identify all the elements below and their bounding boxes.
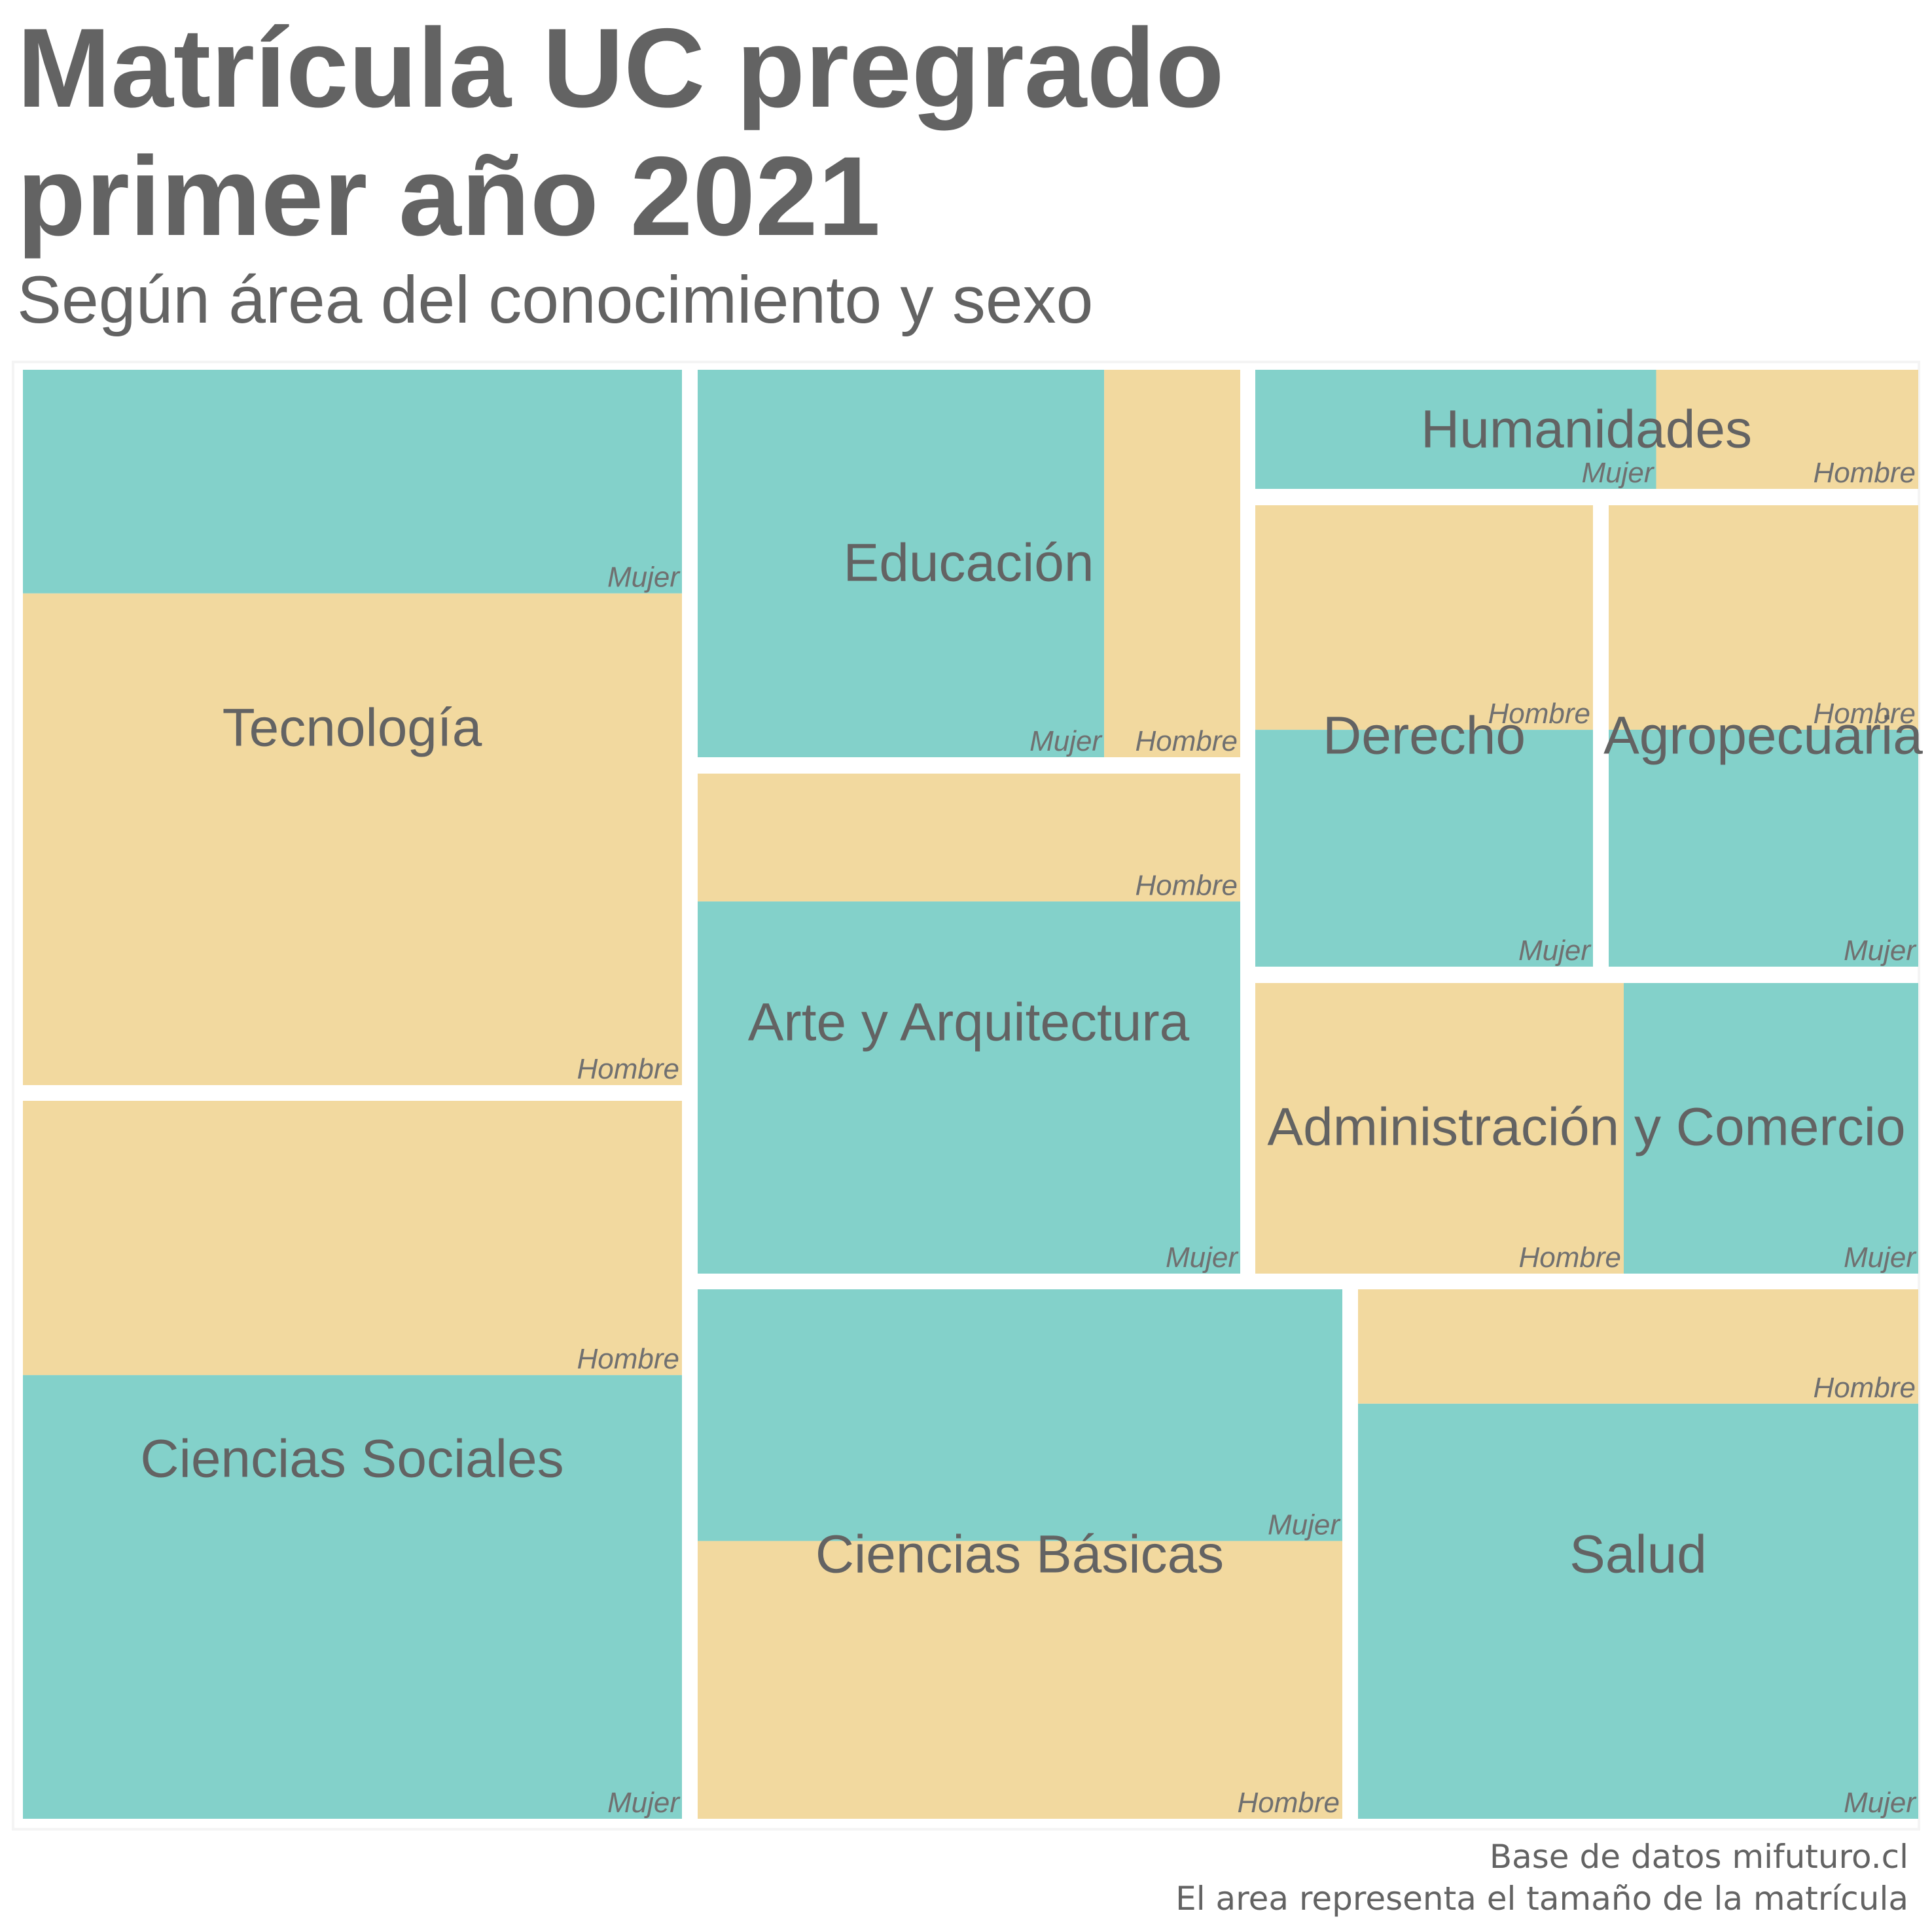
sublabel-salud-mujer: Mujer [1844, 1787, 1917, 1819]
area-label-ciencias-basicas: Ciencias Básicas [815, 1525, 1224, 1584]
area-label-tecnologia: Tecnología [223, 698, 482, 758]
sublabel-administracion-y-comercio-hombre: Hombre [1519, 1242, 1622, 1274]
area-label-salud: Salud [1569, 1525, 1707, 1584]
area-note-caption: El area representa el tamaño de la matrí… [1175, 1880, 1908, 1918]
tile-ciencias-sociales-hombre [23, 1101, 682, 1376]
tile-arte-y-arquitectura-mujer [698, 901, 1240, 1274]
tile-tecnologia-hombre [23, 593, 682, 1085]
area-label-ciencias-sociales: Ciencias Sociales [140, 1429, 564, 1489]
sublabel-agropecuaria-hombre: Hombre [1814, 698, 1916, 730]
tile-tecnologia-mujer [23, 370, 682, 594]
tile-humanidades-hombre [1656, 370, 1918, 489]
sublabel-derecho-hombre: Hombre [1488, 698, 1591, 730]
tile-administracion-y-comercio-mujer [1624, 983, 1918, 1274]
sublabel-tecnologia-mujer: Mujer [607, 562, 681, 594]
sublabel-arte-y-arquitectura-hombre: Hombre [1136, 869, 1238, 901]
chart-subtitle: Según área del conocimiento y sexo [17, 262, 1094, 337]
tile-educacion-hombre [1104, 370, 1240, 757]
sublabel-educacion-hombre: Hombre [1136, 725, 1238, 757]
plot-frame [12, 361, 1920, 1831]
sex-labels: Mujer Hombre Hombre Mujer Mujer Hombre Hombre M… [577, 457, 1918, 1819]
tile-derecho-mujer [1255, 730, 1593, 967]
area-label-administracion-y-comercio: Administración y Comercio [1267, 1098, 1905, 1157]
tile-salud-mujer [1358, 1403, 1918, 1819]
sublabel-salud-hombre: Hombre [1814, 1372, 1916, 1404]
tile-ciencias-sociales-mujer [23, 1375, 682, 1819]
area-label-humanidades: Humanidades [1421, 400, 1752, 459]
chart-title: Matrícula UC pregrado primer año 2021 [17, 5, 1225, 259]
source-caption: Base de datos mifuturo.cl [1489, 1838, 1908, 1876]
tile-agropecuaria-hombre [1609, 505, 1918, 730]
tile-administracion-y-comercio-hombre [1255, 983, 1624, 1274]
tile-arte-y-arquitectura-hombre [698, 774, 1240, 902]
tile-salud-hombre [1358, 1289, 1918, 1404]
tile-ciencias-basicas-hombre [698, 1541, 1342, 1819]
sublabel-administracion-y-comercio-mujer: Mujer [1844, 1242, 1917, 1274]
sublabel-ciencias-basicas-hombre: Hombre [1238, 1787, 1340, 1819]
area-label-derecho: Derecho [1323, 706, 1526, 766]
sublabel-agropecuaria-mujer: Mujer [1844, 935, 1917, 967]
sublabel-educacion-mujer: Mujer [1029, 725, 1103, 757]
area-label-arte-y-arquitectura: Arte y Arquitectura [748, 993, 1190, 1052]
tile-educacion-mujer [698, 370, 1105, 757]
area-labels: Tecnología Ciencias Sociales Educación Arte… [140, 400, 1923, 1584]
sublabel-tecnologia-hombre: Hombre [577, 1053, 680, 1085]
tile-humanidades-mujer [1255, 370, 1656, 489]
area-label-agropecuaria: Agropecuaria [1603, 706, 1923, 766]
tile-derecho-hombre [1255, 505, 1593, 730]
sublabel-arte-y-arquitectura-mujer: Mujer [1166, 1242, 1239, 1274]
area-label-educacion: Educación [844, 533, 1094, 593]
sublabel-humanidades-mujer: Mujer [1581, 457, 1655, 489]
sublabel-ciencias-basicas-mujer: Mujer [1268, 1509, 1341, 1541]
tile-ciencias-basicas-mujer [698, 1289, 1342, 1541]
sublabel-humanidades-hombre: Hombre [1814, 457, 1916, 489]
treemap-tiles [23, 370, 1918, 1819]
sublabel-ciencias-sociales-hombre: Hombre [577, 1343, 680, 1375]
sublabel-derecho-mujer: Mujer [1518, 935, 1592, 967]
sublabel-ciencias-sociales-mujer: Mujer [607, 1787, 681, 1819]
tile-agropecuaria-mujer [1609, 730, 1918, 967]
